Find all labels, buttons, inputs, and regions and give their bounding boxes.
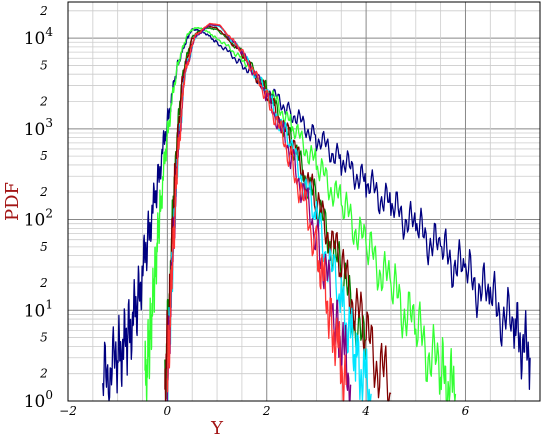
x-tick-label: −2 [59, 404, 77, 418]
y-minor-tick-label: 2 [39, 276, 48, 290]
y-minor-tick-label: 2 [39, 185, 48, 199]
y-minor-tick-label: 2 [39, 95, 48, 109]
series-line-2 [144, 26, 457, 402]
y-tick-label: 100 [24, 388, 53, 412]
series-line-7 [166, 22, 347, 402]
x-tick-label: 6 [462, 404, 470, 418]
y-tick-label: 103 [24, 116, 53, 140]
x-axis-label: Y [210, 418, 224, 439]
y-axis-label: PDF [2, 182, 23, 221]
y-minor-tick-label: 5 [40, 240, 48, 254]
y-tick-label: 101 [24, 297, 53, 321]
y-tick-label: 104 [24, 25, 54, 49]
y-minor-tick-label: 2 [39, 367, 48, 381]
y-minor-tick-label: 5 [40, 331, 48, 345]
series-lines [102, 22, 531, 402]
x-tick-label: 2 [262, 404, 271, 418]
y-minor-tick-label: 5 [40, 58, 48, 72]
y-tick-label: 102 [24, 207, 53, 231]
plot-frame [67, 1, 541, 402]
x-tick-label: 4 [361, 404, 370, 418]
tick-labels: 100 101 102 103 104 2 5 2 5 2 5 2 5 2 −2 0 2 4 6 [24, 4, 470, 418]
y-minor-tick-label: 2 [39, 4, 48, 18]
y-minor-tick-label: 5 [40, 149, 48, 163]
x-tick-label: 0 [164, 404, 172, 418]
grid [67, 2, 541, 402]
series-line-1 [102, 28, 531, 402]
